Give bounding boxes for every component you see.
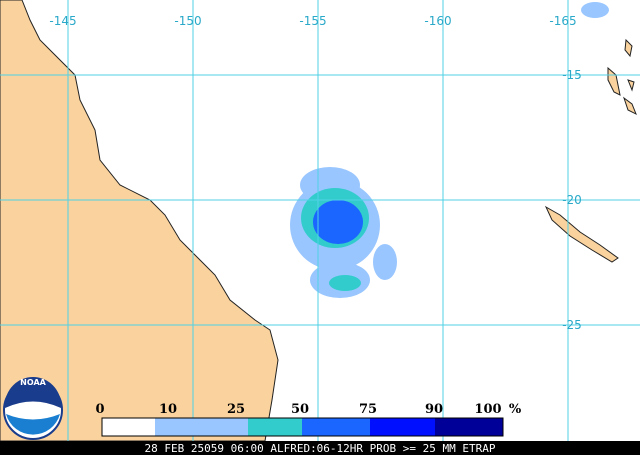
legend-swatch [248, 418, 302, 436]
legend-swatch [435, 418, 503, 436]
longitude-label: -150 [174, 14, 201, 28]
land-new-caledonia [544, 205, 619, 263]
noaa-logo: NOAA [3, 377, 63, 440]
land-island [627, 79, 635, 92]
latitude-label: -15 [562, 68, 582, 82]
legend-swatch [370, 418, 435, 436]
land-island [623, 96, 637, 116]
legend-frame [101, 417, 504, 437]
graticule: -145 -150 -155 -160 -165 -15 -20 -25 [0, 0, 640, 441]
legend-label: 10 [159, 402, 177, 417]
longitude-label: -165 [549, 14, 576, 28]
legend-swatch [155, 418, 248, 436]
legend-label: 50 [291, 402, 309, 417]
latitude-label: -20 [562, 193, 582, 207]
legend-swatch [302, 418, 370, 436]
land-australia [0, 0, 279, 442]
legend-label: 90 [425, 402, 443, 417]
legend: 0 10 25 50 75 90 100% [95, 402, 522, 437]
footer-text: 28 FEB 25059 06:00 ALFRED:06-12HR PROB >… [145, 442, 496, 455]
legend-swatch [102, 418, 155, 436]
legend-label: 75 [359, 402, 377, 417]
latitude-label: -25 [562, 318, 582, 332]
longitude-label: -160 [424, 14, 451, 28]
logo-text: NOAA [20, 378, 46, 387]
legend-unit: % [509, 402, 522, 417]
legend-label: 100 [474, 402, 501, 417]
land-island [624, 38, 633, 58]
legend-label: 25 [227, 402, 245, 417]
legend-label: 0 [95, 402, 104, 417]
footer-bar [0, 441, 640, 455]
longitude-label: -155 [299, 14, 326, 28]
longitude-label: -145 [49, 14, 76, 28]
